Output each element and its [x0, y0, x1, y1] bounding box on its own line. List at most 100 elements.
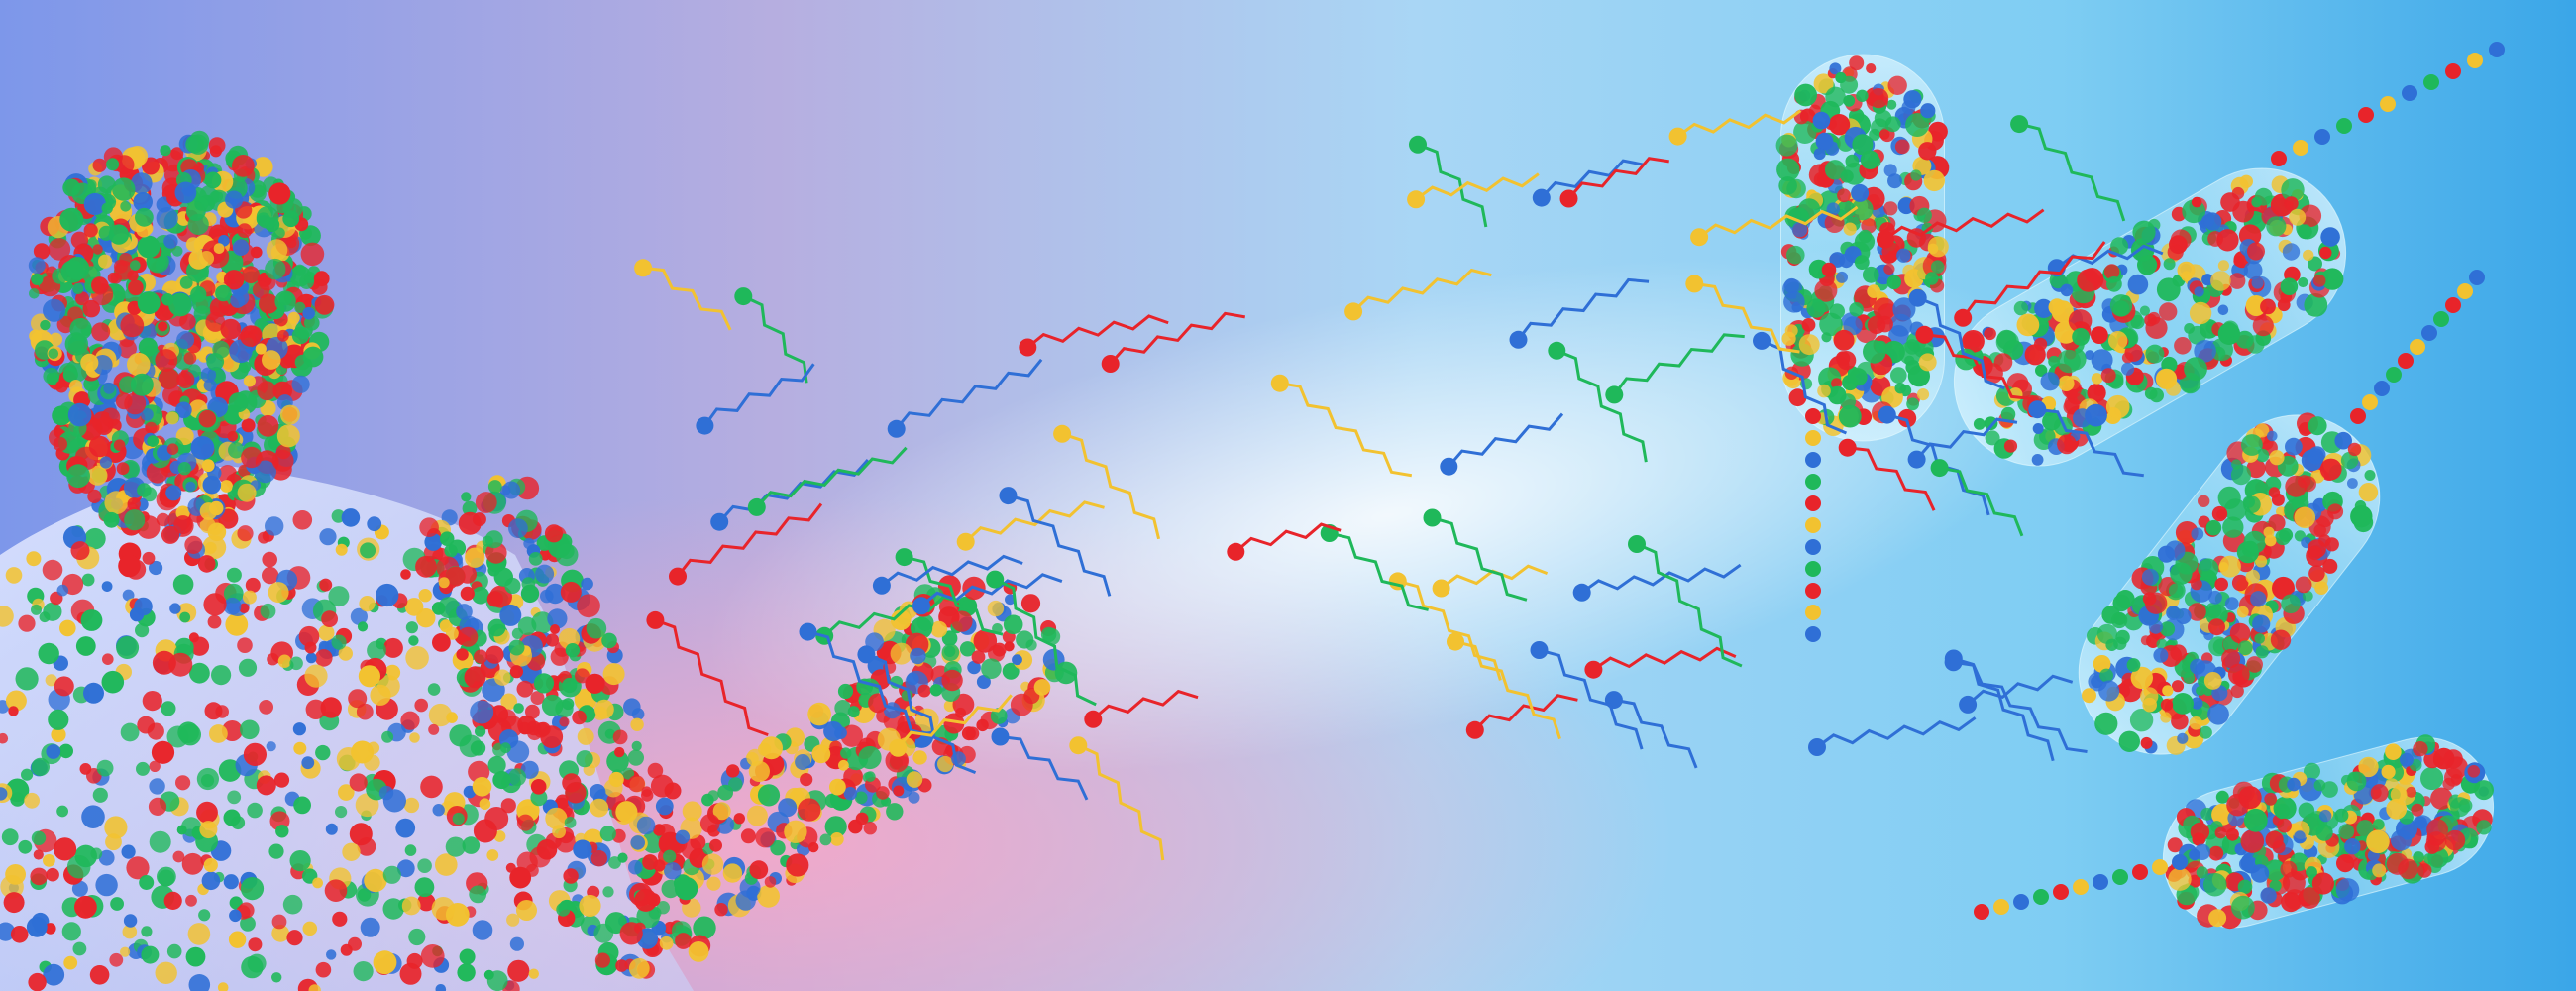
- particle: [1837, 188, 1851, 203]
- particle: [185, 237, 201, 252]
- particle: [438, 577, 450, 589]
- particle: [348, 936, 362, 951]
- particle: [126, 856, 150, 880]
- particle: [196, 801, 218, 824]
- particle: [740, 828, 756, 844]
- particle: [59, 207, 84, 232]
- particle: [530, 691, 545, 706]
- particle: [134, 597, 153, 616]
- particle: [465, 547, 485, 568]
- particle: [215, 284, 232, 302]
- particle: [2048, 298, 2066, 316]
- particle: [981, 658, 1002, 679]
- particle: [292, 510, 313, 530]
- molecule-head: [1344, 302, 1363, 321]
- particle: [1886, 275, 1902, 290]
- molecule-head: [895, 548, 913, 567]
- particle: [930, 620, 948, 638]
- particle: [556, 902, 571, 917]
- particle: [173, 515, 193, 535]
- molecule-chain: [1884, 208, 2045, 241]
- particle: [2226, 793, 2250, 817]
- particle: [248, 937, 263, 952]
- particle: [562, 773, 582, 793]
- molecule-head: [1548, 341, 1566, 360]
- particle: [565, 643, 581, 658]
- particle: [172, 574, 194, 595]
- particle: [2264, 792, 2278, 806]
- particle: [2298, 224, 2312, 240]
- molecule-head: [1753, 331, 1771, 350]
- particle: [971, 650, 986, 664]
- particle: [472, 512, 486, 527]
- particle: [2205, 602, 2222, 619]
- particle: [238, 902, 255, 919]
- molecule-head: [872, 576, 891, 595]
- particle: [130, 373, 154, 396]
- particle: [2145, 344, 2165, 364]
- particle: [1831, 378, 1843, 389]
- particle: [506, 913, 520, 927]
- particle: [2034, 298, 2054, 318]
- particle: [135, 207, 154, 227]
- particle: [92, 244, 103, 255]
- particle: [540, 725, 564, 748]
- particle: [400, 569, 411, 580]
- particle: [89, 965, 110, 985]
- bead: [1805, 474, 1821, 490]
- particle: [5, 567, 23, 584]
- particle: [2208, 909, 2227, 928]
- bead: [2093, 874, 2108, 890]
- particle: [242, 266, 260, 284]
- particle: [1916, 207, 1932, 223]
- particle: [943, 713, 965, 734]
- particle: [1843, 94, 1856, 107]
- molecule-chain: [2018, 122, 2126, 222]
- particle: [656, 901, 670, 915]
- particle: [130, 260, 141, 271]
- bead: [2172, 854, 2188, 870]
- particle: [469, 885, 487, 904]
- particle: [203, 379, 217, 392]
- particle: [2177, 732, 2189, 744]
- particle: [2247, 242, 2265, 261]
- particle: [778, 798, 798, 818]
- molecule-head: [857, 645, 876, 664]
- particle: [2168, 583, 2184, 599]
- particle: [201, 871, 221, 891]
- molecule-chain: [2037, 407, 2144, 478]
- particles: [0, 42, 2505, 991]
- particle: [2126, 658, 2141, 672]
- particle: [1833, 329, 1855, 351]
- bead: [1993, 899, 2009, 915]
- particle: [417, 858, 432, 873]
- particle: [511, 627, 524, 640]
- particle: [0, 732, 9, 744]
- particle: [258, 531, 270, 544]
- particle: [2306, 866, 2317, 878]
- particle: [428, 703, 453, 727]
- molecule-chain: [703, 363, 815, 427]
- bead: [2362, 394, 2378, 410]
- bead: [2469, 270, 2485, 285]
- particle: [2243, 261, 2263, 280]
- bead: [2489, 42, 2505, 57]
- particle: [2264, 534, 2277, 547]
- particle: [2254, 187, 2273, 206]
- particle: [2255, 645, 2269, 659]
- particle: [292, 722, 306, 736]
- particle: [2223, 498, 2247, 521]
- particle: [602, 886, 614, 898]
- particle: [2346, 771, 2367, 792]
- particle: [259, 293, 279, 314]
- particle: [544, 524, 564, 543]
- bead: [2380, 96, 2396, 112]
- particle: [1, 828, 19, 846]
- particle: [315, 961, 332, 978]
- particle: [1812, 111, 1831, 130]
- particle: [131, 172, 153, 194]
- particle: [2215, 790, 2229, 804]
- particle: [2321, 781, 2338, 798]
- particle: [459, 734, 483, 758]
- particle: [367, 516, 382, 532]
